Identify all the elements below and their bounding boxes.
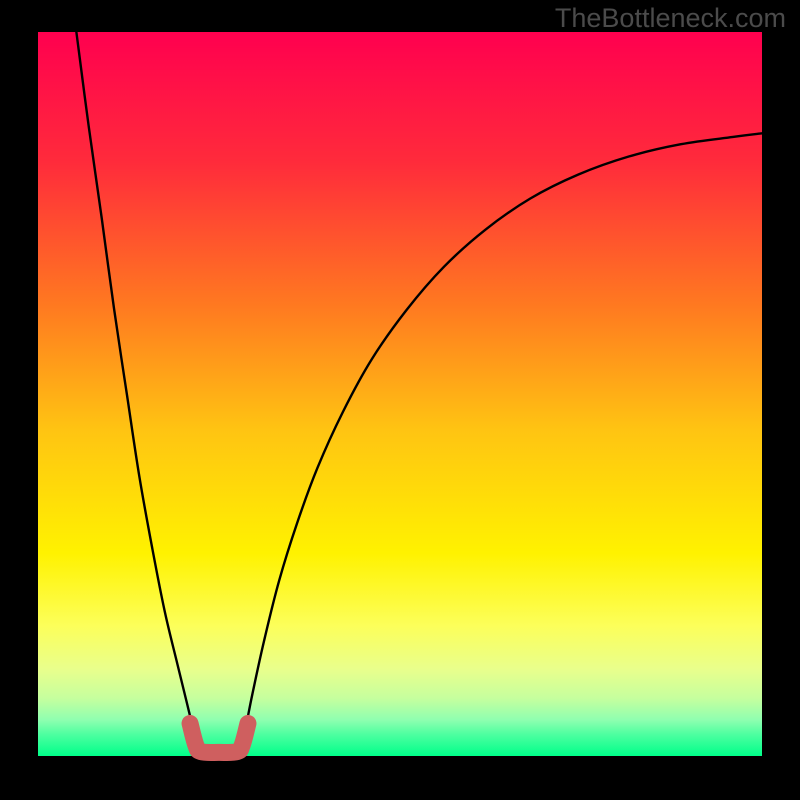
chart-svg (0, 0, 800, 800)
bottleneck-chart: TheBottleneck.com (0, 0, 800, 800)
watermark-text: TheBottleneck.com (555, 3, 786, 34)
chart-gradient-bg (38, 32, 762, 756)
